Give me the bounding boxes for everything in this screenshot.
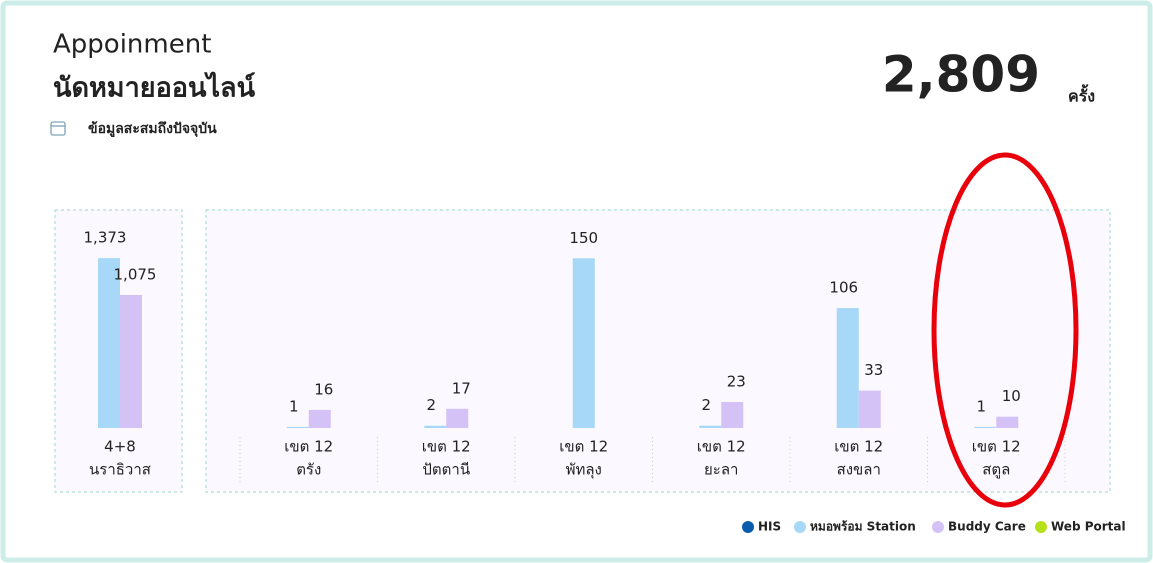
legend-swatch: [742, 521, 754, 533]
data-label: 150: [569, 229, 598, 247]
subtitle: นัดหมายออนไลน์: [53, 72, 256, 104]
bar: [996, 416, 1019, 428]
legend-swatch: [1035, 521, 1047, 533]
x-tick-label: เขต 12: [284, 438, 333, 456]
data-label: 2: [701, 396, 711, 414]
data-label: 33: [864, 361, 883, 379]
x-tick-label: สงขลา: [837, 461, 881, 479]
bar: [424, 425, 447, 428]
data-label: 106: [829, 279, 858, 297]
highlight-ellipse: [931, 152, 1079, 508]
bar: [858, 390, 881, 428]
x-tick-label: เขต 12: [697, 438, 746, 456]
data-label: 1,373: [84, 229, 127, 247]
data-label: 23: [727, 372, 746, 390]
x-tick-label: ตรัง: [296, 461, 321, 479]
legend-swatch: [794, 521, 806, 533]
chart-box: [205, 209, 1111, 493]
legend-swatch: [932, 521, 944, 533]
data-label: 17: [452, 379, 471, 397]
calendar-icon: [50, 121, 66, 136]
bar: [308, 409, 331, 428]
x-tick-label: 4+8: [104, 438, 136, 456]
x-tick-label: นราธิวาส: [89, 461, 151, 479]
total-unit: ครั้ง: [1068, 84, 1095, 106]
x-tick-label: เขต 12: [834, 438, 883, 456]
bar: [98, 258, 120, 428]
legend-label: Web Portal: [1051, 520, 1126, 534]
total: 2,809: [882, 46, 1040, 104]
data-label: 16: [314, 380, 333, 398]
legend-label: HIS: [758, 520, 781, 534]
x-tick-label: เขต 12: [559, 438, 608, 456]
data-label: 1: [976, 397, 986, 415]
x-tick-label: เขต 12: [422, 438, 471, 456]
title: Appoinment: [53, 30, 211, 60]
note: ข้อมูลสะสมถึงปัจจุบัน: [88, 120, 217, 137]
x-tick-label: ยะลา: [704, 461, 738, 479]
x-tick-label: สตูล: [982, 461, 1010, 479]
legend-label: หมอพร้อม Station: [810, 520, 916, 534]
bar: [836, 308, 859, 428]
x-tick-label: ปัตตานี: [422, 461, 470, 479]
data-label: 10: [1002, 387, 1021, 405]
bar: [974, 426, 997, 428]
bar: [286, 426, 309, 428]
bar: [572, 258, 595, 428]
bar: [699, 425, 722, 428]
x-tick-label: พัทลุง: [566, 461, 602, 480]
bar: [721, 401, 744, 428]
bar: [120, 294, 142, 428]
data-label: 1,075: [114, 265, 157, 283]
bar: [446, 408, 469, 428]
legend-label: Buddy Care: [948, 520, 1026, 534]
data-label: 1: [289, 397, 299, 415]
data-label: 2: [426, 396, 436, 414]
x-tick-label: เขต 12: [972, 438, 1021, 456]
